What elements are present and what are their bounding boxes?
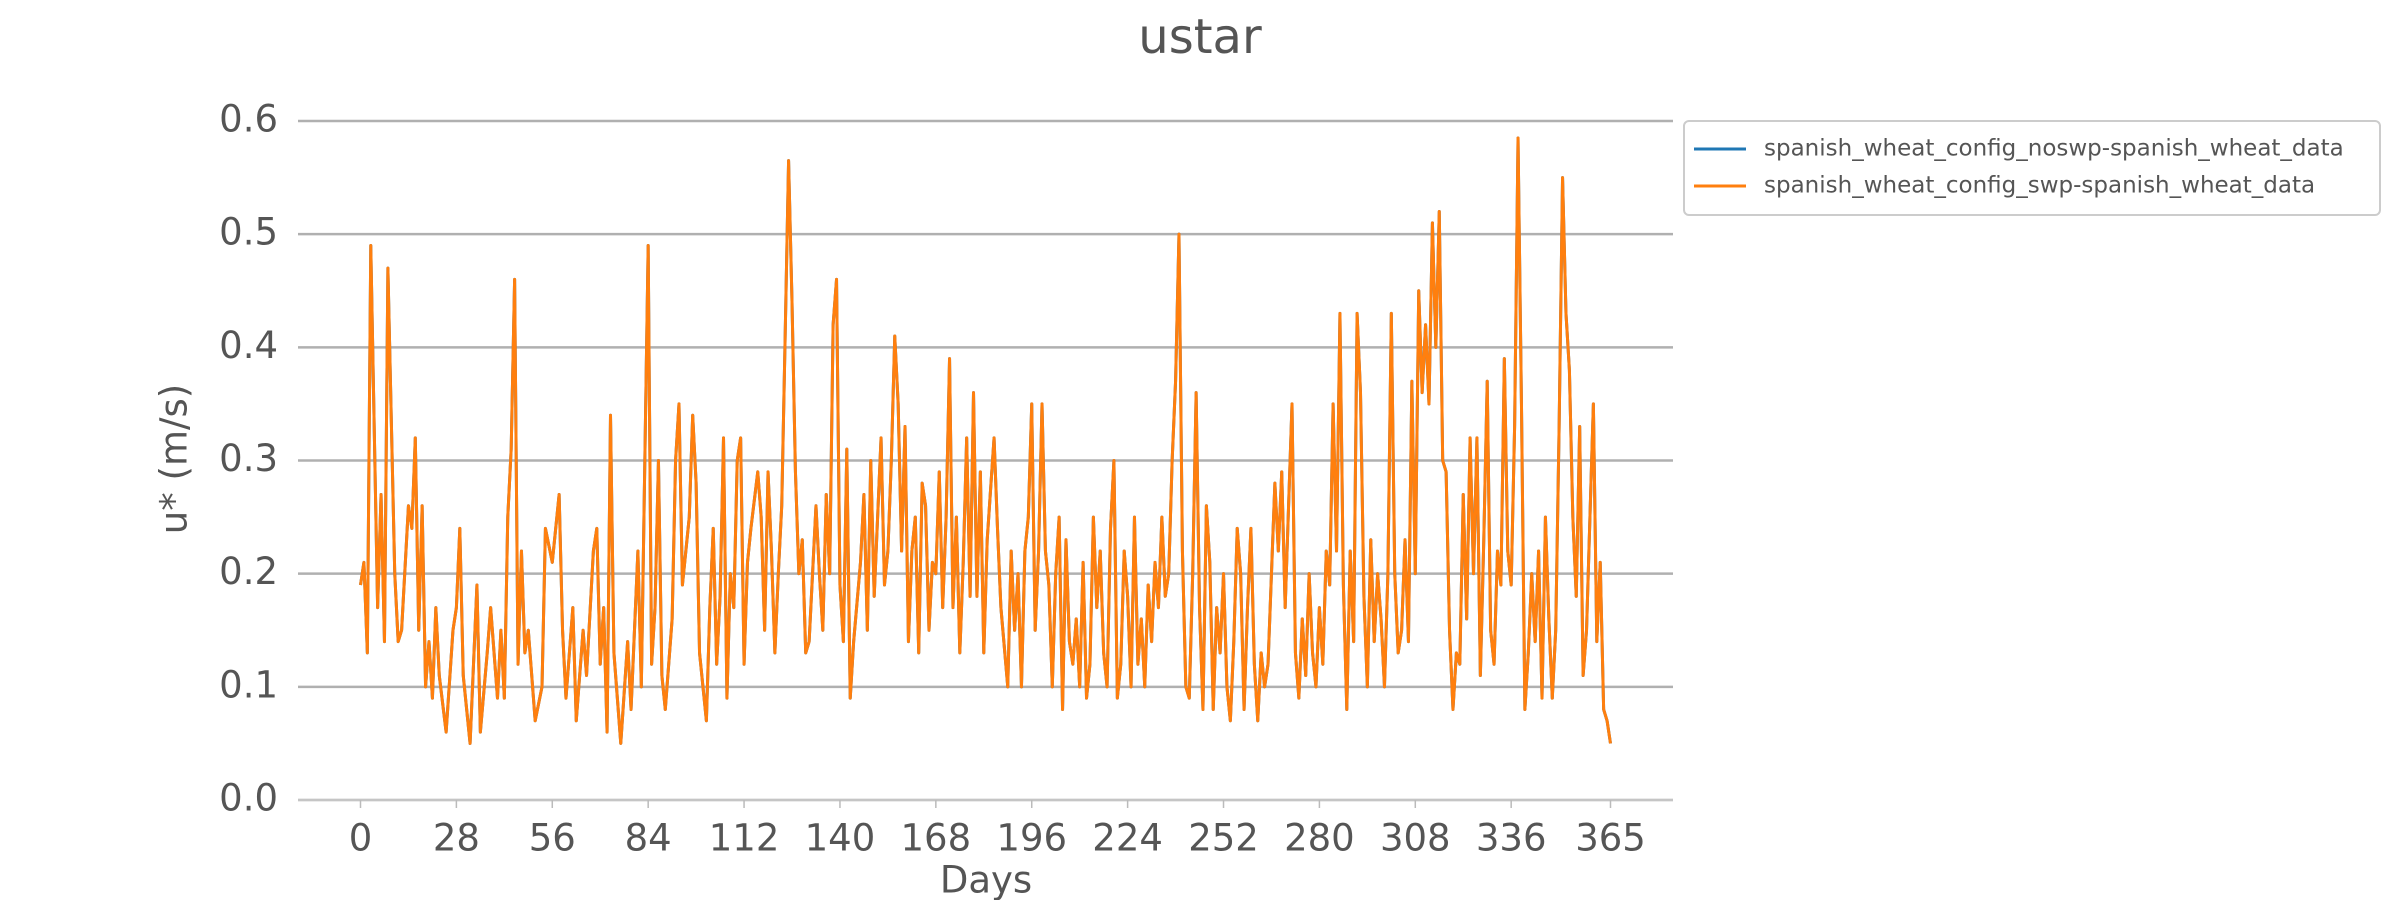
y-tick-label: 0.3 <box>219 437 278 480</box>
chart-title: ustar <box>1138 9 1262 65</box>
x-tick-label: 196 <box>996 817 1067 860</box>
data-line <box>359 136 1612 745</box>
y-tick-label: 0.5 <box>219 211 278 254</box>
x-tick-label: 84 <box>625 817 672 860</box>
y-axis-label: u* (m/s) <box>153 384 196 534</box>
x-tick-label: 56 <box>529 817 576 860</box>
x-tick-label: 112 <box>709 817 780 860</box>
y-tick-label: 0.4 <box>219 324 278 367</box>
x-tick-label: 308 <box>1380 817 1451 860</box>
x-tick-label: 280 <box>1284 817 1355 860</box>
data-line <box>359 136 1612 745</box>
y-tick-label: 0.1 <box>219 663 278 706</box>
x-tick-label: 336 <box>1476 817 1547 860</box>
x-tick-label: 140 <box>805 817 876 860</box>
x-tick-label: 28 <box>433 817 480 860</box>
x-tick-label: 365 <box>1575 817 1646 860</box>
legend-label: spanish_wheat_config_swp-spanish_wheat_d… <box>1764 173 2315 199</box>
y-tick-label: 0.6 <box>219 98 278 141</box>
x-tick-label: 0 <box>349 817 373 860</box>
y-tick-label: 0.2 <box>219 550 278 593</box>
legend-label: spanish_wheat_config_noswp-spanish_wheat… <box>1764 136 2344 162</box>
legend-box <box>1683 120 2381 216</box>
y-tick-label: 0.0 <box>219 777 278 820</box>
x-tick-label: 252 <box>1188 817 1259 860</box>
x-tick-label: 224 <box>1092 817 1163 860</box>
x-tick-label: 168 <box>901 817 972 860</box>
x-axis-label: Days <box>940 859 1032 900</box>
